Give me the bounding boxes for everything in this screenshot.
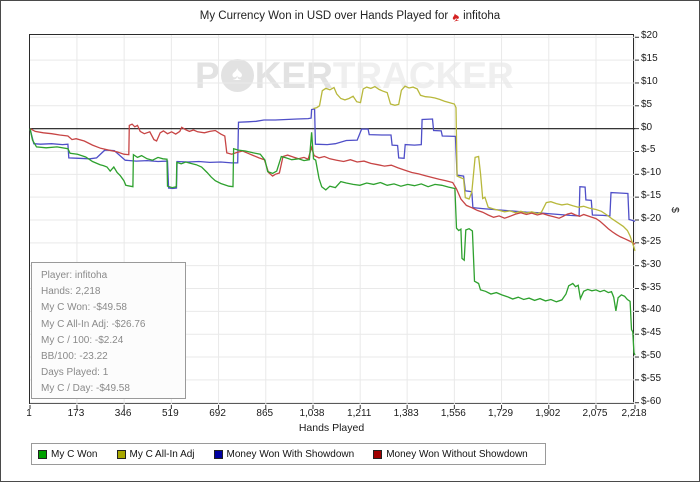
x-tick-label: 1,038 [299, 408, 325, 419]
x-tick-label: 1,729 [488, 408, 514, 419]
x-tick-label: 1,211 [347, 408, 372, 419]
y-tick-label: $15 [641, 53, 658, 65]
info-line: BB/100: -23.22 [41, 351, 108, 363]
legend-item-my-c-won: My C Won [38, 449, 98, 460]
y-tick-label: $20 [641, 30, 658, 42]
y-tick-label: $-55 [641, 372, 662, 384]
chart-title-text: My Currency Won in USD over Hands Played… [199, 10, 449, 22]
series-line-my-c-won [29, 128, 636, 356]
y-tick-label: $5 [641, 98, 653, 110]
info-line: My C Won: -$49.58 [41, 302, 127, 314]
chart-title: My Currency Won in USD over Hands Played… [1, 8, 699, 24]
legend-swatch-icon [373, 449, 383, 459]
y-tick-label: $10 [641, 75, 658, 87]
spade-icon: ♠ [450, 7, 461, 25]
info-line: My C / 100: -$2.24 [41, 334, 124, 346]
info-line: Player: infitoha [41, 270, 108, 281]
chart-title-player: infitoha [463, 10, 501, 22]
x-tick-label: 692 [209, 408, 226, 419]
legend-item-my-c-all-in-adj: My C All-In Adj [116, 448, 195, 460]
x-tick-label: 2,075 [582, 408, 608, 419]
legend-label: My C Won [51, 448, 98, 460]
y-tick-label: $-40 [641, 304, 662, 316]
y-tick-label: $-45 [641, 327, 662, 339]
legend-label: Money Won Without Showdown [386, 448, 528, 460]
x-tick-label: 173 [67, 408, 85, 419]
x-tick-label: 346 [114, 408, 132, 419]
info-line: Days Played: 1 [41, 367, 109, 379]
legend-label: Money Won With Showdown [226, 448, 355, 460]
chart-legend: My C Won My C All-In Adj Money Won With Sh… [31, 443, 546, 465]
y-axis-title: $ [669, 207, 681, 213]
info-line: Hands: 2,218 [41, 286, 101, 298]
series-line-money-won-without-showdown [29, 123, 636, 245]
info-line: My C / Day: -$49.58 [41, 383, 130, 395]
info-line: My C All-In Adj: -$26.76 [41, 318, 146, 330]
y-tick-label: $0 [641, 121, 653, 133]
y-tick-label: $-35 [641, 281, 662, 293]
y-tick-label: $-15 [641, 190, 662, 202]
x-tick-label: 2,218 [621, 408, 647, 419]
x-tick-label: 1,556 [440, 408, 466, 419]
y-tick-label: $-20 [641, 213, 662, 224]
legend-label: My C All-In Adj [129, 448, 195, 460]
x-tick-label: 1,902 [535, 408, 561, 419]
legend-swatch-icon [38, 449, 47, 459]
y-tick-label: $-5 [641, 144, 656, 156]
x-tick-label: 519 [162, 408, 179, 419]
x-tick-label: 1 [26, 408, 32, 419]
legend-swatch-icon [213, 449, 223, 459]
series-line-money-won-with-showdown [29, 108, 636, 223]
x-axis-title: Hands Played [298, 422, 365, 434]
y-tick-label: $-30 [641, 258, 662, 270]
legend-item-money-won-with-showdown: Money Won With Showdown [213, 448, 355, 460]
series-line-my-c-all-in-adj [313, 85, 636, 252]
y-tick-label: $-10 [641, 167, 662, 179]
legend-item-money-won-without-showdown: Money Won Without Showdown [373, 449, 528, 460]
x-tick-label: 1,383 [393, 408, 419, 419]
stats-info-box: Player: infitoha Hands: 2,218 My C Won: -$… [31, 262, 186, 399]
x-tick-label: 865 [256, 408, 274, 419]
legend-swatch-icon [116, 449, 126, 459]
y-tick-label: $-25 [641, 235, 662, 247]
y-tick-label: $-50 [641, 350, 662, 362]
y-tick-label: $-60 [641, 395, 662, 407]
